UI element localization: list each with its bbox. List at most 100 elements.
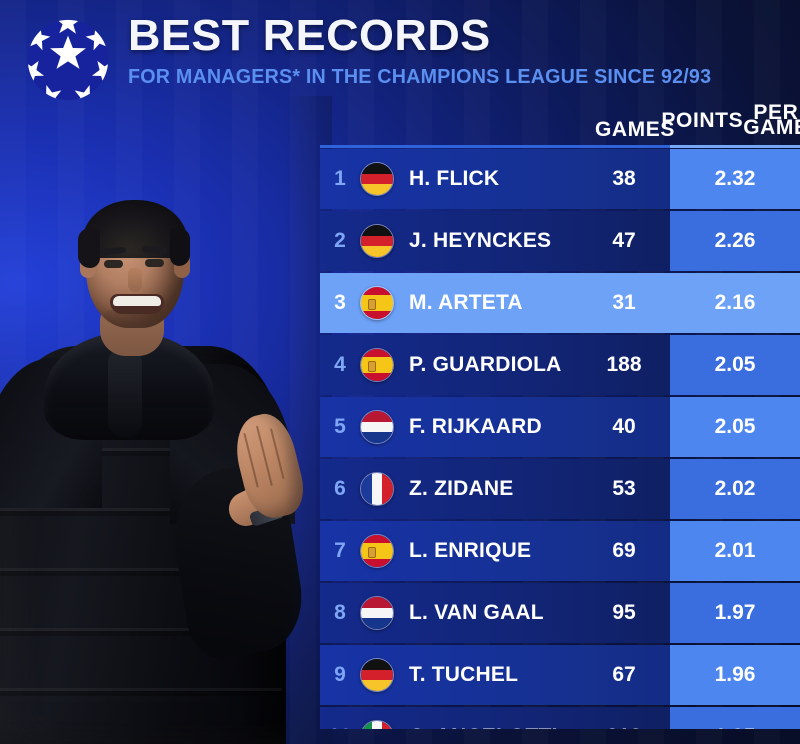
row-points-per-game-value: 1.97 (670, 583, 800, 643)
table-row[interactable]: 2 J. HEYNCKES 47 2.26 (320, 211, 800, 271)
row-games-value: 38 (612, 167, 636, 190)
row-rank: 3 (334, 291, 346, 314)
row-rank: 2 (334, 229, 346, 252)
table-row[interactable]: 9 T. TUCHEL 67 1.96 (320, 645, 800, 705)
photo-mouth (110, 294, 164, 314)
table-body-partial-row: 10 C. ANCELOTTI2181.95 (320, 707, 800, 729)
row-rank: 1 (334, 167, 346, 190)
flag-band (361, 295, 393, 311)
row-points-per-game-value: 2.26 (670, 211, 800, 271)
row-games-value: 47 (612, 229, 636, 252)
table-row[interactable]: 7 L. ENRIQUE 69 2.01 (320, 521, 800, 581)
row-manager-name: T. TUCHEL (409, 663, 519, 686)
flag-band (361, 558, 393, 567)
row-manager-name: C. ANCELOTTI (394, 725, 578, 729)
row-points-per-game-value: 2.05 (670, 397, 800, 457)
flag-italy-icon (360, 720, 394, 729)
flag-band (361, 225, 393, 236)
flag-band (361, 235, 393, 247)
row-rank: 4 (334, 353, 346, 376)
photo-chin-shadow (102, 310, 170, 328)
flag-netherlands-icon (360, 410, 394, 444)
row-games-value: 69 (612, 539, 636, 562)
row-points-per-game-value: 2.16 (714, 291, 756, 314)
row-games-value: 40 (612, 415, 636, 438)
flag-band (361, 246, 393, 257)
row-games-value: 95 (612, 601, 636, 624)
flag-band (382, 473, 393, 505)
flag-band (361, 421, 393, 433)
flag-band (361, 669, 393, 681)
table-row[interactable]: 10 C. ANCELOTTI2181.95 (320, 707, 800, 729)
row-points-per-game-value: 2.05 (670, 335, 800, 395)
flag-band (361, 543, 393, 559)
row-rank: 7 (334, 539, 346, 562)
row-manager-name: F. RIJKAARD (409, 415, 542, 438)
flag-band (361, 618, 393, 629)
manager-portrait-photo (0, 96, 332, 744)
flag-band (382, 721, 393, 729)
row-manager-name: L. ENRIQUE (409, 539, 532, 562)
table-row[interactable]: 8 L. VAN GAAL 95 1.97 (320, 583, 800, 643)
flag-france-icon (360, 472, 394, 506)
flag-spain-icon (360, 286, 394, 320)
table-row[interactable]: 6 Z. ZIDANE 53 2.02 (320, 459, 800, 519)
table-row[interactable]: 4 P. GUARDIOLA 188 2.05 (320, 335, 800, 395)
flag-band (361, 535, 393, 544)
row-rank: 5 (334, 415, 346, 438)
photo-hair-left (78, 228, 100, 268)
row-points-per-game-value: 1.96 (670, 645, 800, 705)
row-points-per-game-value: 2.32 (670, 149, 800, 209)
row-manager-name: H. FLICK (409, 167, 500, 190)
records-table: GAMES POINTS PER GAME 1H. FLICK382.322J.… (320, 100, 800, 744)
photo-hair-right (170, 228, 190, 266)
photo-nose (128, 268, 142, 292)
column-header-points-per-game: POINTS PER GAME (661, 101, 800, 139)
flag-band (361, 721, 372, 729)
row-games-value: 53 (612, 477, 636, 500)
flag-band (361, 184, 393, 195)
title-block: BEST RECORDS FOR MANAGERS* IN THE CHAMPI… (128, 12, 788, 89)
flag-germany-icon (360, 224, 394, 258)
flag-band (361, 607, 393, 619)
table-row[interactable]: 5 F. RIJKAARD 40 2.05 (320, 397, 800, 457)
spain-crest-icon (368, 547, 376, 558)
row-points-per-game-value: 2.01 (670, 521, 800, 581)
spain-crest-icon (368, 299, 376, 310)
page-title: BEST RECORDS (128, 11, 491, 60)
flag-band (361, 659, 393, 670)
row-manager-name: Z. ZIDANE (409, 477, 514, 500)
row-games-value: 218 (578, 725, 670, 729)
flag-band (361, 372, 393, 381)
header: BEST RECORDS FOR MANAGERS* IN THE CHAMPI… (0, 0, 800, 101)
divider-segment-left (320, 145, 670, 148)
flag-band (361, 163, 393, 174)
photo-collar-gap (108, 346, 142, 438)
table-column-headers: GAMES POINTS PER GAME (320, 100, 800, 144)
flag-band (361, 310, 393, 319)
table-body: 1 H. FLICK 38 2.32 2 J. HEYNCKES 47 2.26 3 M. ART… (320, 149, 800, 705)
column-header-games: GAMES (594, 118, 675, 141)
row-manager-name: P. GUARDIOLA (409, 353, 562, 376)
row-rank: 9 (334, 663, 346, 686)
flag-spain-icon (360, 534, 394, 568)
table-row[interactable]: 1 H. FLICK 38 2.32 (320, 149, 800, 209)
divider-segment-right (670, 145, 800, 148)
column-header-ppg-line2: PER GAME (743, 101, 800, 139)
flag-germany-icon (360, 658, 394, 692)
table-row[interactable]: 3 M. ARTETA 31 2.16 (320, 273, 800, 333)
row-games-value: 67 (612, 663, 636, 686)
row-manager-name: M. ARTETA (409, 291, 523, 314)
spain-crest-icon (368, 361, 376, 372)
flag-band (361, 287, 393, 296)
flag-band (361, 597, 393, 608)
flag-band (361, 357, 393, 373)
photo-eye-right (145, 259, 164, 267)
table-top-divider (320, 144, 800, 149)
photo-edge-fade (244, 96, 332, 744)
flag-band (361, 680, 393, 691)
row-points-per-game-value: 1.95 (670, 707, 800, 729)
flag-band (361, 432, 393, 443)
flag-spain-icon (360, 348, 394, 382)
